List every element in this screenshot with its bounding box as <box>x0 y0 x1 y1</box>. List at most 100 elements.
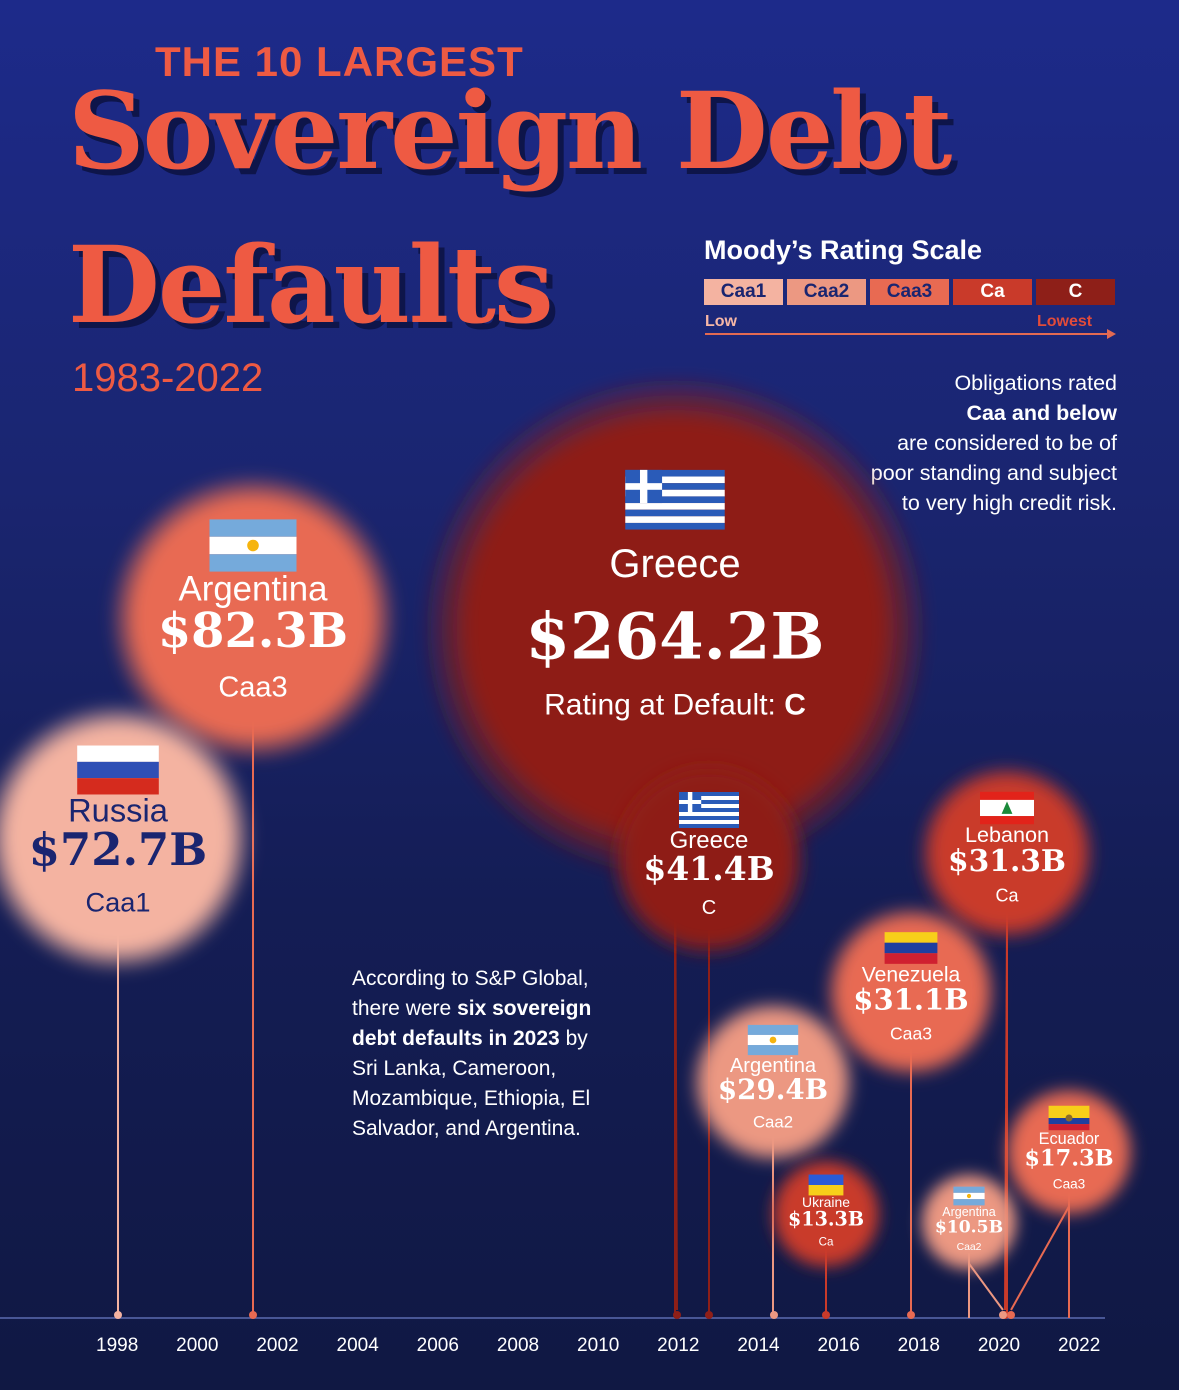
rating-label: Ca <box>995 886 1019 906</box>
rating-label: Caa2 <box>753 1112 793 1131</box>
argentina-flag-icon <box>953 1186 985 1206</box>
x-tick-label: 2002 <box>256 1335 298 1356</box>
rating-scale-cell: Caa2 <box>787 279 866 305</box>
ecuador-flag-icon <box>1048 1105 1090 1131</box>
country-label: Lebanon <box>965 822 1049 847</box>
x-tick-label: 2020 <box>978 1335 1020 1356</box>
x-tick-label: 2016 <box>818 1335 860 1356</box>
value-label: $13.3B <box>788 1208 864 1231</box>
bubble-circle <box>689 998 857 1166</box>
x-tick-label: 2004 <box>337 1335 380 1356</box>
x-tick-label: 2010 <box>577 1335 619 1356</box>
x-tick-label: 2018 <box>898 1335 940 1356</box>
year-marker <box>999 1311 1007 1319</box>
x-tick-label: 2012 <box>657 1335 699 1356</box>
greece-flag-icon <box>625 469 725 530</box>
year-marker <box>249 1311 257 1319</box>
bubble-greece: Greece $264.2B Rating at Default: C <box>420 373 930 883</box>
title-line-2: Defaults <box>68 222 554 347</box>
title-line-1: Sovereign Debt <box>68 68 952 193</box>
country-label: Russia <box>68 792 169 829</box>
kicker: THE 10 LARGEST <box>155 38 524 85</box>
rating-scale-cell: C <box>1036 279 1115 305</box>
russia-flag-icon <box>77 745 159 795</box>
bubble-argentina: Argentina$10.5B Caa2 <box>917 1170 1021 1274</box>
rating-scale-cell: Caa3 <box>870 279 949 305</box>
bubble-circle <box>108 473 398 763</box>
bubble-circle <box>917 763 1097 943</box>
scale-lowest-label: Lowest <box>1037 313 1093 330</box>
value-label: $31.1B <box>853 983 968 1017</box>
rating-label: Ca <box>819 1235 834 1248</box>
rating-scale-bar: Caa1 Caa2 Caa3 Ca C <box>704 279 1115 305</box>
value-label: $10.5B <box>935 1217 1003 1237</box>
year-marker <box>1007 1311 1015 1319</box>
value-label: $82.3B <box>158 603 348 659</box>
country-label: Venezuela <box>862 963 961 986</box>
scale-low-label: Low <box>705 313 737 330</box>
country-label: Argentina <box>179 570 329 609</box>
country-label: Greece <box>609 542 740 586</box>
country-label: Ukraine <box>802 1194 850 1210</box>
country-label: Greece <box>670 827 749 854</box>
venezuela-flag-icon <box>884 932 938 964</box>
x-tick-label: 2000 <box>176 1335 218 1356</box>
x-tick-label: 2008 <box>497 1335 539 1356</box>
note-line-1: Obligations rated <box>954 371 1117 395</box>
obligations-note: Obligations rated Caa and below are cons… <box>857 368 1117 518</box>
bubble-argentina: Argentina$82.3B Caa3 <box>108 473 398 763</box>
argentina-flag-icon <box>209 519 297 572</box>
year-marker <box>770 1311 778 1319</box>
bubble-russia: Russia$72.7B Caa1 <box>0 702 254 974</box>
note-line-3: are considered to be of poor standing an… <box>870 431 1117 515</box>
bubble-circle <box>823 904 999 1080</box>
lebanon-flag-icon <box>980 791 1034 825</box>
bubble-circle <box>1001 1084 1137 1220</box>
argentina-flag-icon <box>747 1024 799 1056</box>
rating-label: Rating at Default: C <box>544 689 806 722</box>
x-tick-label: 2022 <box>1058 1335 1100 1356</box>
bubble-venezuela: Venezuela$31.1B Caa3 <box>823 904 999 1080</box>
sp-note-part1: According to S&P Global, there were <box>352 967 589 1020</box>
rating-scale-cell: Ca <box>953 279 1032 305</box>
rating-label: Caa3 <box>1053 1177 1086 1192</box>
x-tick-label: 2014 <box>737 1335 780 1356</box>
x-tick-label: 1998 <box>96 1335 138 1356</box>
bubble-ecuador: Ecuador$17.3B Caa3 <box>1001 1084 1137 1220</box>
sp-note-bold: six sovereign debt defaults in 2023 <box>352 997 592 1050</box>
value-label: $264.2B <box>525 600 824 675</box>
value-label: $17.3B <box>1024 1146 1113 1172</box>
country-label: Argentina <box>942 1205 995 1219</box>
sp-global-note: According to S&P Global, there were six … <box>352 964 602 1144</box>
country-label: Ecuador <box>1039 1130 1100 1148</box>
rating-label: C <box>702 897 716 919</box>
year-marker <box>705 1311 713 1319</box>
value-label: $41.4B <box>643 849 774 888</box>
greece-flag-icon <box>679 792 739 828</box>
year-marker <box>907 1311 915 1319</box>
ukraine-flag-icon <box>808 1174 844 1196</box>
rating-scale-title: Moody’s Rating Scale <box>704 235 983 265</box>
arrow-right-icon <box>1107 329 1116 339</box>
bubble-circle <box>768 1156 884 1272</box>
stem-connector <box>1010 1205 1070 1311</box>
rating-label: Caa3 <box>218 671 287 703</box>
bubble-circle <box>0 702 254 974</box>
year-marker <box>114 1311 122 1319</box>
bubble-circle <box>917 1170 1021 1274</box>
bubble-lebanon: Lebanon$31.3B Ca <box>917 763 1097 943</box>
rating-label: Caa3 <box>890 1024 932 1044</box>
note-bold: Caa and below <box>966 401 1117 425</box>
rating-scale-cell: Caa1 <box>704 279 783 305</box>
sp-note-part2: by Sri Lanka, Cameroon, Mozambique, Ethi… <box>352 1027 591 1140</box>
rating-label: Caa1 <box>86 886 151 917</box>
x-tick-label: 2006 <box>417 1335 459 1356</box>
value-label: $31.3B <box>948 844 1066 879</box>
year-range: 1983-2022 <box>72 356 264 400</box>
bubble-circle <box>609 760 809 960</box>
scale-arrow-line <box>705 333 1109 335</box>
value-label: $72.7B <box>29 823 207 876</box>
bubble-circle <box>420 373 930 883</box>
